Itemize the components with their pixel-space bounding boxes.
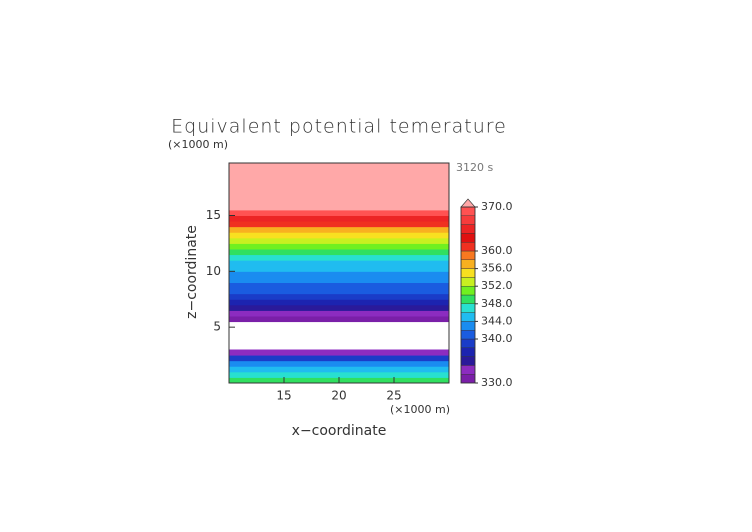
cell — [229, 232, 449, 239]
cell — [229, 215, 449, 222]
colorbar-tick-label: 330.0 — [481, 376, 513, 389]
x-axis-label: x−coordinate — [292, 423, 387, 439]
colorbar-band — [460, 303, 476, 313]
colorbar-band — [460, 250, 476, 261]
cell — [229, 243, 449, 250]
x-unit: (×1000 m) — [390, 403, 450, 416]
cell — [229, 310, 449, 317]
cell — [229, 209, 449, 216]
colorbar-band — [460, 215, 476, 225]
colorbar-band — [460, 268, 476, 278]
colorbar-band — [460, 259, 476, 269]
colorbar-band — [460, 312, 476, 322]
colorbar-band — [460, 277, 476, 287]
colorbar-tick-label: 352.0 — [481, 279, 513, 292]
x-tick-label: 20 — [331, 389, 346, 403]
cell — [229, 163, 449, 166]
colorbar-tick-label: 360.0 — [481, 244, 513, 257]
y-tick-label: 10 — [206, 264, 221, 278]
chart-title: Equivalent potential temerature — [171, 116, 507, 138]
colorbar-over — [460, 198, 476, 208]
colorbar-band — [460, 347, 476, 357]
cell — [229, 282, 449, 289]
colorbar-band — [460, 330, 476, 340]
colorbar-band — [460, 338, 476, 349]
cell — [229, 237, 449, 244]
cell — [229, 355, 449, 362]
colorbar-band — [460, 224, 476, 234]
cell — [229, 265, 449, 272]
cell — [229, 226, 449, 233]
cell — [229, 176, 449, 183]
colorbar-tick-label: 370.0 — [481, 200, 513, 213]
colorbar-band — [460, 206, 476, 217]
colorbar-band — [460, 374, 476, 384]
cell — [229, 276, 449, 283]
cell — [229, 293, 449, 300]
cell — [229, 315, 449, 323]
colorbar-tick-label: 356.0 — [481, 262, 513, 275]
cell — [229, 204, 449, 211]
colorbar-band — [460, 286, 476, 296]
colorbar-band — [460, 241, 476, 252]
cell — [229, 271, 449, 278]
cell — [229, 221, 449, 228]
colorbar-band — [460, 233, 476, 243]
cell — [229, 187, 449, 194]
cell — [229, 181, 449, 189]
cell — [229, 366, 449, 373]
y-unit: (×1000 m) — [168, 138, 228, 151]
cell — [229, 248, 449, 256]
x-tick-label: 15 — [276, 389, 291, 403]
x-tick-label: 25 — [386, 389, 401, 403]
colorbar-tick-label: 340.0 — [481, 332, 513, 345]
colorbar-frame — [460, 206, 476, 384]
colorbar-band — [460, 365, 476, 375]
cell — [229, 260, 449, 267]
cell — [229, 288, 449, 295]
y-axis-label: z−coordinate — [184, 225, 200, 319]
colorbar-band — [460, 294, 476, 305]
colorbar-tick-label: 344.0 — [481, 314, 513, 327]
colorbar-band — [460, 321, 476, 331]
colorbar-tick-label: 348.0 — [481, 297, 513, 310]
time-label: 3120 s — [456, 161, 493, 174]
y-tick-label: 5 — [213, 320, 221, 334]
cell — [229, 165, 449, 172]
y-tick-label: 15 — [206, 208, 221, 222]
cell — [229, 170, 449, 177]
cell — [229, 349, 449, 356]
cell — [229, 299, 449, 306]
cell — [229, 360, 449, 367]
cell — [229, 371, 449, 378]
cell — [229, 304, 449, 311]
cell — [229, 198, 449, 205]
plot-area — [229, 163, 449, 383]
colorbar-band — [460, 356, 476, 366]
cell — [229, 254, 449, 261]
cell — [229, 193, 449, 200]
